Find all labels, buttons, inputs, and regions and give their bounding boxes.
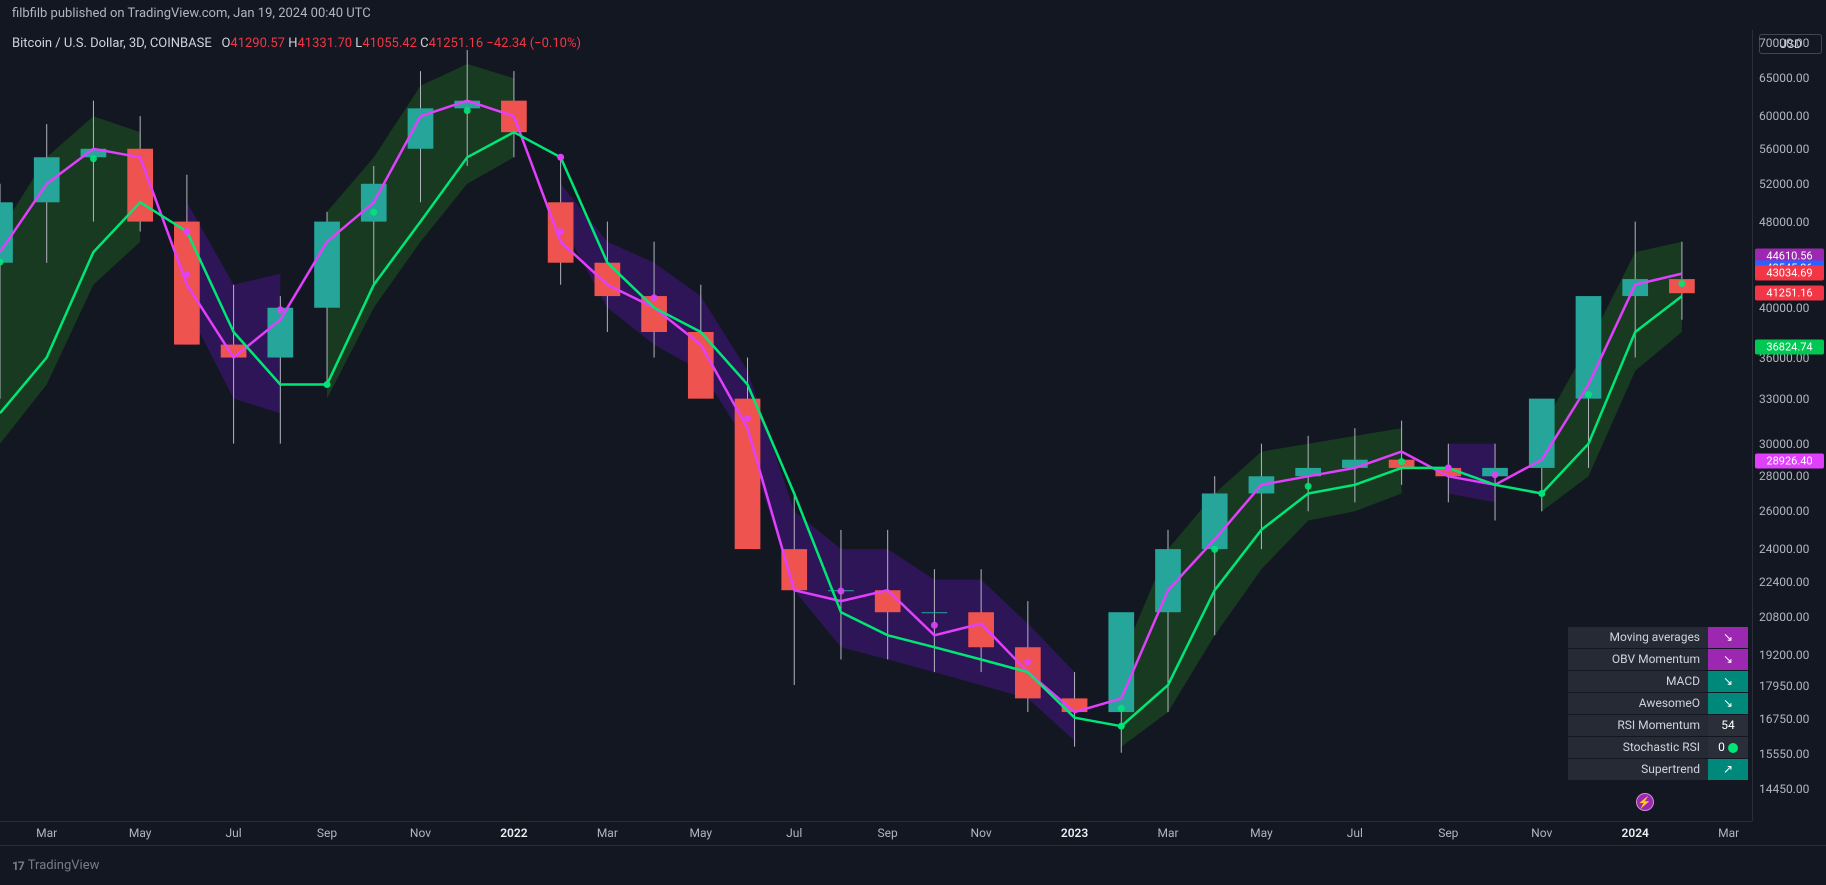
- y-tick: 24000.00: [1759, 542, 1809, 556]
- symbol-title[interactable]: Bitcoin / U.S. Dollar, 3D, COINBASE: [12, 36, 212, 51]
- x-tick: May: [690, 826, 713, 840]
- indicator-row[interactable]: Stochastic RSI0: [1568, 737, 1748, 758]
- x-tick: 2024: [1621, 826, 1648, 840]
- indicator-value: 54: [1708, 715, 1748, 736]
- x-tick: Sep: [878, 826, 898, 840]
- indicator-row[interactable]: Supertrend↗: [1568, 759, 1748, 780]
- indicator-name: OBV Momentum: [1568, 649, 1708, 670]
- x-tick: Sep: [1438, 826, 1458, 840]
- y-tick: 14450.00: [1759, 782, 1809, 796]
- y-tick: 48000.00: [1759, 215, 1809, 229]
- x-tick: Mar: [1157, 826, 1178, 840]
- footer-brand: TradingView: [28, 858, 100, 873]
- x-tick: Nov: [1531, 826, 1552, 840]
- indicator-name: Moving averages: [1568, 627, 1708, 648]
- indicator-name: AwesomeO: [1568, 693, 1708, 714]
- price-badge: 43034.69: [1755, 266, 1824, 281]
- y-tick: 26000.00: [1759, 504, 1809, 518]
- x-tick: Jul: [1347, 826, 1363, 840]
- indicator-row[interactable]: RSI Momentum54: [1568, 715, 1748, 736]
- tradingview-logo-icon: 17: [12, 859, 22, 873]
- x-tick: Nov: [410, 826, 431, 840]
- indicator-name: Stochastic RSI: [1568, 737, 1708, 758]
- x-tick: May: [1250, 826, 1273, 840]
- publish-header: filbfilb published on TradingView.com, J…: [0, 0, 1826, 27]
- symbol-legend: Bitcoin / U.S. Dollar, 3D, COINBASE O412…: [12, 36, 581, 51]
- x-tick: 2023: [1061, 826, 1088, 840]
- price-badge: 28926.40: [1755, 453, 1824, 468]
- x-tick: Mar: [1718, 826, 1739, 840]
- price-badge: 41251.16: [1755, 286, 1824, 301]
- indicator-row[interactable]: Moving averages↘: [1568, 627, 1748, 648]
- indicator-value: 0: [1708, 737, 1748, 758]
- y-tick: 15550.00: [1759, 747, 1809, 761]
- indicator-row[interactable]: MACD↘: [1568, 671, 1748, 692]
- indicator-value: ↘: [1708, 627, 1748, 648]
- indicator-row[interactable]: OBV Momentum↘: [1568, 649, 1748, 670]
- y-tick: 22400.00: [1759, 575, 1809, 589]
- indicator-name: RSI Momentum: [1568, 715, 1708, 736]
- indicator-value: ↘: [1708, 649, 1748, 670]
- y-tick: 56000.00: [1759, 142, 1809, 156]
- y-tick: 65000.00: [1759, 71, 1809, 85]
- x-tick: Jul: [786, 826, 802, 840]
- footer: 17 TradingView: [0, 845, 1826, 885]
- y-tick: 19200.00: [1759, 648, 1809, 662]
- y-tick: 30000.00: [1759, 437, 1809, 451]
- y-tick: 28000.00: [1759, 469, 1809, 483]
- y-tick: 60000.00: [1759, 109, 1809, 123]
- x-tick: Nov: [971, 826, 992, 840]
- x-axis[interactable]: Mar May Jul Sep Nov 2022 Mar May Jul Sep Nov 2023 Ma…: [0, 821, 1752, 845]
- y-tick: 20800.00: [1759, 610, 1809, 624]
- indicator-value: ↘: [1708, 671, 1748, 692]
- x-tick: Mar: [597, 826, 618, 840]
- y-tick: 16750.00: [1759, 712, 1809, 726]
- y-axis[interactable]: USD 70000.0065000.0060000.0056000.005200…: [1752, 30, 1826, 821]
- x-tick: Sep: [317, 826, 337, 840]
- x-tick: May: [129, 826, 152, 840]
- price-badge: 36824.74: [1755, 339, 1824, 354]
- y-tick: 70000.00: [1759, 36, 1809, 50]
- indicator-panel: Moving averages↘OBV Momentum↘MACD↘Awesom…: [1568, 627, 1748, 781]
- indicator-value: ↘: [1708, 693, 1748, 714]
- y-tick: 17950.00: [1759, 679, 1809, 693]
- indicator-row[interactable]: AwesomeO↘: [1568, 693, 1748, 714]
- chart-area: Bitcoin / U.S. Dollar, 3D, COINBASE O412…: [0, 30, 1826, 845]
- x-tick: Jul: [226, 826, 242, 840]
- y-tick: 33000.00: [1759, 392, 1809, 406]
- x-tick: Mar: [36, 826, 57, 840]
- y-tick: 52000.00: [1759, 177, 1809, 191]
- price-plot[interactable]: ⚡ Moving averages↘OBV Momentum↘MACD↘Awes…: [0, 30, 1752, 821]
- publish-text: filbfilb published on TradingView.com, J…: [12, 6, 371, 21]
- indicator-name: MACD: [1568, 671, 1708, 692]
- flash-icon: ⚡: [1636, 793, 1654, 811]
- indicator-value: ↗: [1708, 759, 1748, 780]
- indicator-name: Supertrend: [1568, 759, 1708, 780]
- y-tick: 40000.00: [1759, 301, 1809, 315]
- x-tick: 2022: [500, 826, 527, 840]
